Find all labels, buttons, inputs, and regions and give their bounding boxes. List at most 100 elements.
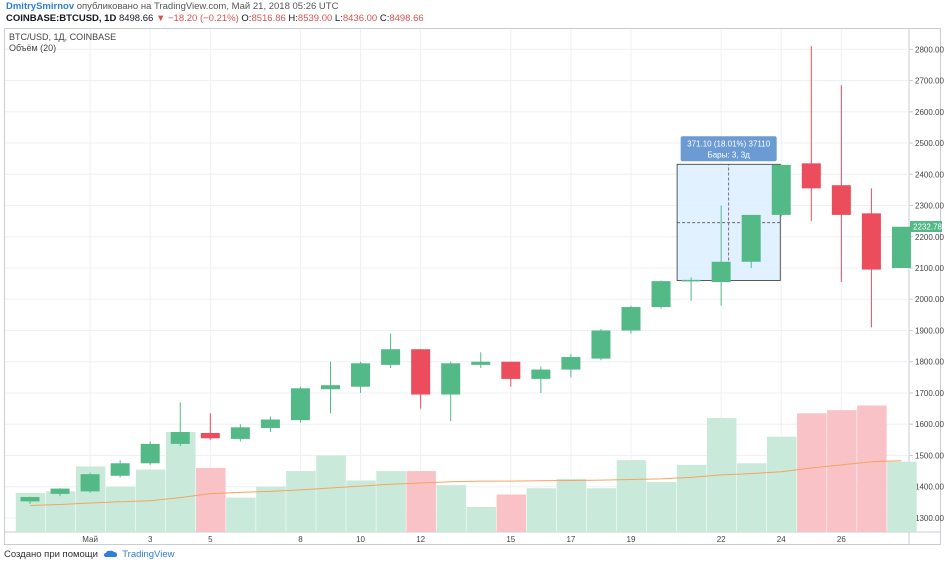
x-tick-label: 26 (837, 535, 846, 544)
candle-body (351, 363, 371, 387)
volume-bar (586, 488, 617, 532)
price-change: −18.20 (−0.21%) (167, 13, 239, 24)
legend-volume[interactable]: Объём (20) (9, 43, 57, 53)
legend-symbol[interactable]: BTC/USD, 1Д, COINBASE (9, 32, 117, 42)
x-tick-label: 8 (298, 535, 303, 544)
y-tick-label: 2800.00 (915, 45, 944, 54)
candle-body (411, 349, 431, 395)
y-tick-label: 1400.00 (915, 483, 944, 492)
symbol-label[interactable]: COINBASE:BTCUSD, 1D (6, 13, 117, 24)
footer: Создано при помощи TradingView (4, 549, 174, 560)
candle-body (801, 163, 821, 189)
volume-bar (887, 461, 917, 532)
x-tick-label: 5 (208, 535, 213, 544)
high-value: 8539.00 (297, 13, 333, 24)
x-tick-label: 12 (416, 535, 425, 544)
tradingview-link[interactable]: TradingView (122, 549, 175, 560)
candle-body (771, 164, 791, 215)
tradingview-cloud-icon (103, 550, 117, 557)
author-link[interactable]: DmitrySmirnov (6, 1, 75, 12)
volume-bar (496, 494, 527, 532)
chart-legend: BTC/USD, 1Д, COINBASE Объём (20) (9, 32, 116, 54)
volume-ma-line (29, 460, 902, 506)
candle-body (741, 214, 761, 262)
volume-bar (256, 486, 286, 532)
created-with-text: Создано при помощи (4, 549, 98, 560)
publish-line: DmitrySmirnov опубликовано на TradingVie… (6, 1, 338, 12)
low-label: L: (334, 13, 343, 24)
volume-bar (797, 413, 827, 532)
y-tick-label: 2200.00 (915, 233, 944, 242)
y-tick-label: 2300.00 (915, 202, 944, 211)
price-value: 8498.66 (118, 13, 154, 24)
last-price-tag (910, 221, 942, 233)
y-tick-label: 2600.00 (915, 108, 944, 117)
candle-body (290, 388, 310, 421)
candle-body (681, 279, 701, 282)
measure-label-change: 371.10 (18.01%) 37110 (687, 139, 771, 148)
low-value: 8436.00 (342, 13, 378, 24)
candle-body (20, 497, 40, 502)
candle-body (321, 385, 340, 390)
open-label: O: (241, 13, 252, 24)
x-tick-label: 3 (148, 535, 153, 544)
x-tick-label: 24 (777, 535, 786, 544)
y-tick-label: 1900.00 (915, 326, 944, 335)
y-tick-label: 1800.00 (915, 358, 944, 367)
candle-body (230, 427, 250, 439)
x-tick-label: 17 (566, 535, 575, 544)
volume-bar (616, 460, 647, 532)
y-tick-label: 2500.00 (915, 139, 944, 148)
volume-bar (316, 455, 346, 532)
volume-bar (226, 497, 256, 532)
volume-bar (556, 478, 587, 532)
last-price-label: 2232.78 (913, 223, 942, 232)
close-label: C: (379, 13, 390, 24)
volume-bar (827, 410, 857, 532)
x-tick-label: 15 (506, 535, 515, 544)
candle-body (110, 463, 130, 476)
y-tick-label: 1500.00 (915, 451, 944, 460)
candle-body (591, 330, 611, 359)
volume-bar (196, 467, 226, 532)
volume-bar (45, 491, 76, 532)
candle-body (140, 443, 160, 464)
volume-bar (767, 436, 797, 532)
candle-body (861, 213, 881, 270)
measure-label-bars: Бары: 3, 3д (707, 150, 750, 159)
candle-body (260, 419, 280, 428)
candle-body (531, 369, 551, 379)
published-text: опубликовано на TradingView.com, Май 21,… (76, 1, 339, 12)
y-tick-label: 2000.00 (915, 295, 944, 304)
volume-bar (166, 432, 196, 532)
volume-bar (105, 486, 136, 532)
volume-bar (436, 485, 466, 532)
x-tick-label: Май (82, 535, 98, 544)
close-value: 8498.66 (389, 13, 424, 24)
y-tick-label: 1300.00 (915, 514, 944, 523)
volume-bar (646, 482, 677, 532)
x-tick-label: 19 (627, 535, 636, 544)
volume-bar (346, 480, 376, 532)
candle-body (471, 361, 491, 365)
x-tick-label: 10 (356, 535, 365, 544)
y-tick-label: 2400.00 (915, 170, 944, 179)
candle-body (561, 357, 581, 370)
candle-body (170, 432, 190, 444)
volume-bar (736, 463, 767, 532)
volume-bar (676, 464, 707, 532)
candle-body (711, 261, 731, 283)
candle-body (831, 185, 851, 215)
candle-body (50, 488, 70, 494)
chart-frame[interactable] (4, 28, 941, 545)
candle-body (441, 363, 461, 395)
high-label: H: (288, 13, 298, 24)
measure-label-box (680, 136, 777, 162)
y-tick-label: 2700.00 (915, 77, 944, 86)
candle-body (621, 307, 641, 331)
candle-body (200, 432, 220, 439)
candle-body (501, 361, 521, 379)
open-value: 8516.86 (251, 13, 286, 24)
y-tick-label: 1700.00 (915, 389, 944, 398)
